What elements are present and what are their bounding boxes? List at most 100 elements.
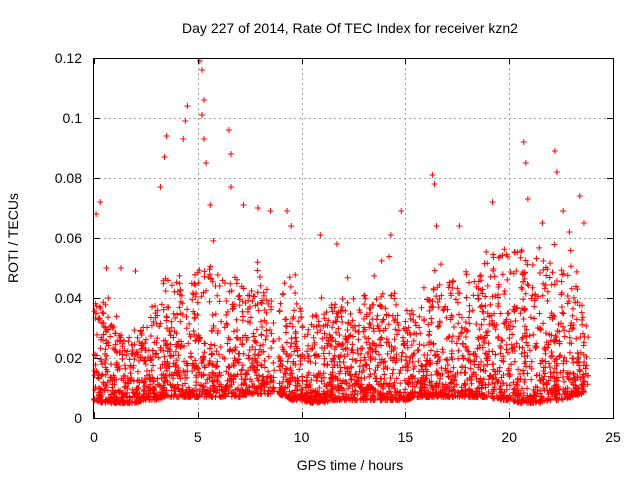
- data-point: [279, 362, 286, 369]
- data-point: [397, 380, 404, 387]
- data-point: [124, 385, 131, 392]
- data-point: [176, 291, 183, 298]
- data-point: [113, 359, 120, 366]
- data-point: [395, 327, 402, 334]
- data-point: [374, 322, 381, 329]
- data-point: [448, 312, 455, 319]
- data-point: [223, 298, 230, 305]
- data-point: [124, 348, 131, 355]
- data-point: [110, 372, 117, 379]
- data-point: [330, 319, 337, 326]
- x-axis-title: GPS time / hours: [297, 457, 404, 473]
- data-point: [249, 298, 256, 305]
- data-point: [231, 362, 238, 369]
- data-point: [548, 385, 555, 392]
- data-point: [359, 395, 366, 402]
- data-point: [374, 364, 381, 371]
- data-point: [408, 342, 415, 349]
- data-point: [489, 320, 496, 327]
- data-point: [411, 375, 418, 382]
- data-point: [564, 292, 571, 299]
- data-point: [513, 340, 520, 347]
- data-point: [558, 320, 565, 327]
- data-point: [342, 346, 349, 353]
- data-point: [570, 370, 577, 377]
- data-point: [409, 358, 416, 365]
- data-point: [140, 324, 147, 331]
- data-point: [478, 321, 485, 328]
- data-point: [438, 364, 445, 371]
- data-point: [354, 390, 361, 397]
- data-point: [95, 316, 102, 323]
- data-point: [385, 339, 392, 346]
- data-point: [189, 296, 196, 303]
- data-point: [177, 318, 184, 325]
- data-point: [262, 336, 269, 343]
- data-point: [279, 344, 286, 351]
- data-point: [127, 364, 134, 371]
- data-point: [404, 367, 411, 374]
- data-point: [533, 343, 540, 350]
- data-point: [150, 362, 157, 369]
- data-point: [410, 365, 417, 372]
- data-point: [503, 324, 510, 331]
- data-point: [576, 193, 583, 199]
- data-point: [188, 354, 195, 361]
- data-point: [560, 271, 567, 278]
- data-point: [126, 334, 133, 341]
- data-point: [558, 395, 565, 402]
- data-point: [497, 394, 504, 401]
- data-point: [486, 372, 493, 379]
- data-point: [539, 357, 546, 364]
- data-point: [309, 399, 316, 406]
- data-point: [113, 313, 120, 320]
- data-point: [500, 371, 507, 378]
- data-point: [335, 340, 342, 347]
- data-point: [95, 371, 102, 378]
- data-point: [198, 293, 205, 300]
- data-point: [517, 310, 524, 317]
- data-point: [507, 395, 514, 402]
- x-tick-label: 15: [398, 429, 414, 445]
- data-point: [111, 381, 118, 388]
- data-point: [564, 300, 571, 307]
- data-point: [339, 307, 346, 314]
- data-point: [402, 318, 409, 325]
- data-point: [430, 341, 437, 348]
- data-point: [547, 396, 554, 403]
- data-point: [484, 332, 491, 339]
- data-point: [219, 386, 226, 393]
- data-point: [324, 322, 331, 329]
- data-point: [542, 330, 549, 337]
- data-point: [551, 365, 558, 372]
- data-point: [383, 390, 390, 397]
- data-point: [545, 360, 552, 367]
- data-point: [117, 334, 124, 341]
- data-point: [233, 316, 240, 323]
- data-point: [215, 373, 222, 380]
- data-point: [170, 394, 177, 400]
- data-point: [163, 377, 170, 384]
- data-point: [406, 310, 413, 317]
- data-point: [260, 341, 267, 348]
- data-point: [473, 320, 480, 327]
- data-point: [408, 394, 415, 401]
- data-point: [391, 295, 398, 302]
- data-point: [258, 362, 265, 369]
- data-point: [286, 274, 293, 281]
- data-point: [352, 327, 359, 334]
- data-point: [288, 335, 295, 342]
- data-point: [200, 353, 207, 360]
- data-point: [489, 348, 496, 355]
- data-point: [239, 366, 246, 373]
- data-point: [479, 290, 486, 297]
- data-point: [249, 343, 256, 350]
- data-point: [402, 325, 409, 332]
- data-point: [418, 304, 425, 311]
- data-point: [291, 307, 298, 314]
- data-point: [188, 280, 195, 287]
- data-point: [210, 382, 217, 389]
- data-point: [148, 356, 155, 363]
- data-point: [164, 340, 171, 347]
- data-point: [261, 380, 268, 387]
